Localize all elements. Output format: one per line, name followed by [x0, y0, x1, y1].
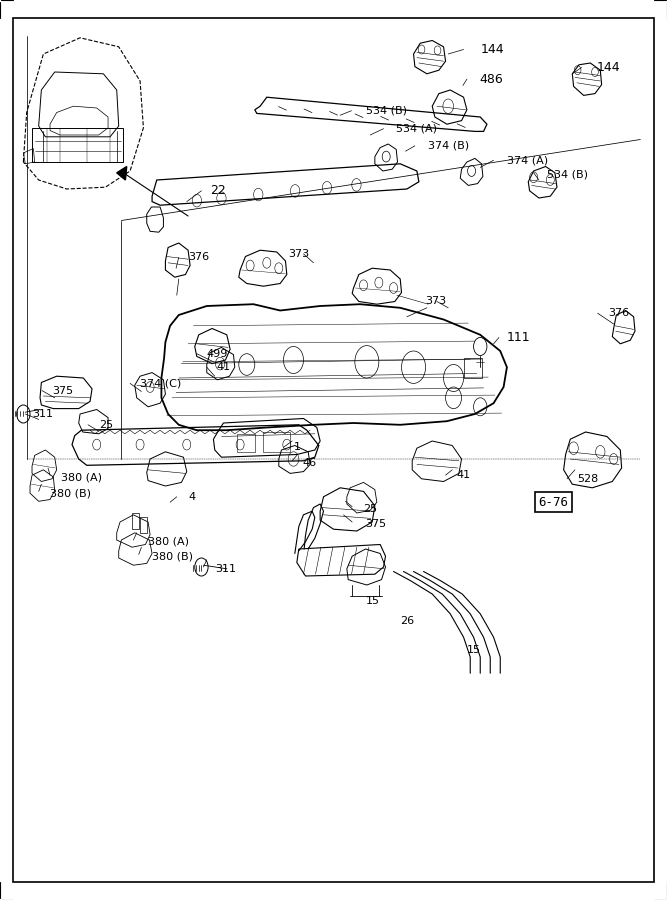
Text: 486: 486 [479, 73, 503, 86]
Text: 1: 1 [293, 442, 300, 453]
Text: 373: 373 [426, 296, 447, 307]
Text: 41: 41 [457, 470, 471, 481]
Text: 374 (C): 374 (C) [140, 378, 181, 389]
Text: 41: 41 [217, 362, 231, 373]
Text: 380 (B): 380 (B) [50, 488, 91, 499]
Text: 375: 375 [366, 518, 387, 529]
Text: 374 (A): 374 (A) [507, 155, 548, 166]
Text: 380 (B): 380 (B) [152, 551, 193, 562]
Text: 144: 144 [597, 61, 620, 74]
Text: 15: 15 [467, 644, 481, 655]
Text: 144: 144 [480, 43, 504, 56]
Text: 373: 373 [288, 248, 309, 259]
Text: 4: 4 [188, 491, 195, 502]
Text: 534 (B): 534 (B) [366, 105, 406, 116]
Text: 311: 311 [215, 563, 235, 574]
Text: 15: 15 [366, 596, 380, 607]
Text: 46: 46 [302, 457, 316, 468]
Text: 374 (B): 374 (B) [428, 140, 469, 151]
Text: 25: 25 [99, 419, 113, 430]
Text: 499: 499 [207, 348, 228, 359]
Text: 375: 375 [52, 385, 73, 396]
Text: 6-76: 6-76 [539, 496, 568, 508]
Text: 380 (A): 380 (A) [61, 472, 102, 482]
Text: 26: 26 [400, 616, 414, 626]
Polygon shape [117, 166, 127, 180]
Text: 380 (A): 380 (A) [148, 536, 189, 547]
Bar [263, 432, 290, 452]
Text: 534 (A): 534 (A) [396, 123, 436, 134]
Bar [132, 513, 139, 529]
Text: 25: 25 [364, 503, 378, 514]
Text: 111: 111 [507, 331, 530, 344]
Text: 311: 311 [32, 409, 53, 419]
Bar [237, 434, 255, 452]
Text: 534 (B): 534 (B) [547, 169, 588, 180]
Bar [464, 358, 482, 378]
Text: 376: 376 [188, 252, 209, 263]
Text: 528: 528 [578, 473, 599, 484]
Text: 22: 22 [210, 184, 226, 197]
Bar [140, 517, 147, 533]
Text: 376: 376 [608, 308, 630, 319]
